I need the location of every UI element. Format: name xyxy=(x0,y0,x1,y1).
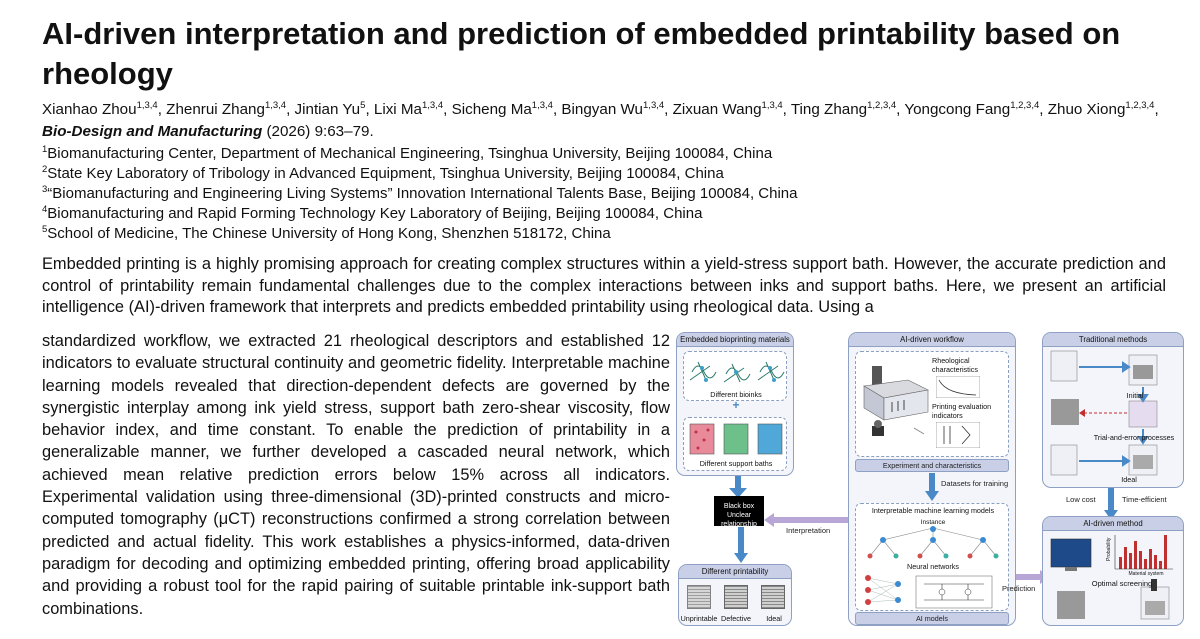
probability-axis-label: Probability xyxy=(1106,537,1112,561)
author-name: Yongcong Fang xyxy=(904,101,1011,118)
low-cost-label: Low cost xyxy=(1066,495,1096,504)
traditional-ideal-label: Ideal xyxy=(1121,475,1137,484)
traditional-flow-illustration xyxy=(1050,350,1158,476)
bioinks-illustration xyxy=(689,361,785,383)
baths-box: Different support baths xyxy=(683,417,787,471)
printability-panel: Different printability Unprintable Defec… xyxy=(678,564,792,626)
experiment-label: Experiment and characteristics xyxy=(855,459,1009,472)
down-arrow-1-icon xyxy=(729,476,747,498)
bioinks-box: Different bioinks xyxy=(683,351,787,401)
unprintable-sample xyxy=(687,585,711,609)
down-arrow-2-icon xyxy=(734,527,748,563)
affiliation-3: 3“Biomanufacturing and Engineering Livin… xyxy=(42,184,798,202)
black-box: Black box Unclear relationship xyxy=(714,496,764,528)
neural-network-illustration xyxy=(865,575,993,609)
materials-panel: Embedded bioprinting materials Different… xyxy=(676,332,794,476)
ai-models-label: AI models xyxy=(855,612,1009,625)
support-baths-illustration xyxy=(689,423,783,455)
black-box-label: Black box Unclear relationship xyxy=(721,503,757,528)
author-name: Bingyan Wu xyxy=(561,101,644,118)
affiliation-5: 5School of Medicine, The Chinese Univers… xyxy=(42,224,611,242)
instance-label: Instance xyxy=(920,519,946,526)
author-list: Xianhao Zhou1,3,4, Zhenrui Zhang1,3,4, J… xyxy=(42,100,1159,118)
prediction-arrow-icon xyxy=(1016,570,1050,584)
affiliation-4: 4Biomanufacturing and Rapid Forming Tech… xyxy=(42,204,703,222)
ai-method-illustration xyxy=(1050,535,1173,620)
author-name: Jintian Yu xyxy=(294,101,361,118)
initial-label: Initial xyxy=(1126,391,1144,400)
author-name: Lixi Ma xyxy=(373,101,422,118)
baths-label: Different support baths xyxy=(699,459,773,468)
materials-panel-title: Embedded bioprinting materials xyxy=(677,333,793,347)
traditional-panel: Traditional methods Initial Trial-and-er… xyxy=(1042,332,1184,488)
author-name: Ting Zhang xyxy=(790,101,868,118)
ai-method-panel: AI-driven method Probability Material sy… xyxy=(1042,516,1184,626)
author-affiliation: 1,3,4 xyxy=(264,100,287,111)
printability-title: Different printability xyxy=(679,565,791,579)
prediction-label: Prediction xyxy=(1002,584,1036,593)
datasets-label: Datasets for training xyxy=(941,479,1009,488)
ideal-label: Ideal xyxy=(766,614,782,623)
experiment-box: Rheological characteristics Printing eva… xyxy=(855,351,1009,457)
time-efficient-label: Time-efficient xyxy=(1122,495,1167,504)
down-arrow-3-icon xyxy=(925,473,939,501)
rheological-label: Rheological characteristics xyxy=(932,356,978,374)
author-affiliation: 1,3,4 xyxy=(531,100,553,111)
nn-title: Neural networks xyxy=(907,562,959,571)
abstract-part-2: standardized workflow, we extracted 21 r… xyxy=(42,332,670,618)
author-name: Zhenrui Zhang xyxy=(166,101,265,118)
decision-trees-illustration xyxy=(867,526,999,559)
trial-label: Trial-and-error processes xyxy=(1093,433,1175,442)
defective-sample xyxy=(724,585,748,609)
ai-method-title: AI-driven method xyxy=(1043,517,1183,531)
paper-title: AI-driven interpretation and prediction … xyxy=(42,16,1121,91)
interpretation-arrow-icon xyxy=(764,513,848,527)
ideal-sample xyxy=(761,585,785,609)
plus-sign: + xyxy=(732,398,740,412)
material-system-label: Material system xyxy=(1128,571,1164,577)
traditional-title: Traditional methods xyxy=(1043,333,1183,347)
interpretation-label: Interpretation xyxy=(786,526,831,535)
printer-illustration xyxy=(863,366,929,436)
journal-name: Bio-Design and Manufacturing xyxy=(42,123,263,140)
graphical-abstract: Embedded bioprinting materials Different… xyxy=(676,330,1190,630)
affiliation-1: 1Biomanufacturing Center, Department of … xyxy=(42,144,773,162)
workflow-panel: AI-driven workflow Rheological character… xyxy=(848,332,1016,626)
author-affiliation: 1,3,4 xyxy=(643,100,665,111)
defective-label: Defective xyxy=(721,614,751,623)
evaluation-label: Printing evaluation indicators xyxy=(932,402,992,420)
author-affiliation: 1,3,4 xyxy=(761,100,783,111)
author-affiliation: 1,3,4 xyxy=(422,100,444,111)
abstract-part-1: Embedded printing is a highly promising … xyxy=(42,255,1166,316)
bioinks-label: Different bioinks xyxy=(710,390,762,399)
author-name: Zhuo Xiong xyxy=(1047,101,1126,118)
down-arrow-4-icon xyxy=(1104,488,1118,520)
unprintable-label: Unprintable xyxy=(680,614,718,623)
rheology-curve-icon xyxy=(936,376,980,398)
author-name: Zixuan Wang xyxy=(672,101,762,118)
evaluation-icon xyxy=(936,422,980,448)
affiliation-2: 2State Key Laboratory of Tribology in Ad… xyxy=(42,164,724,182)
author-affiliation: 5 xyxy=(360,100,366,111)
iml-title: Interpretable machine learning models xyxy=(871,506,995,515)
citation: Bio-Design and Manufacturing (2026) 9:63… xyxy=(42,122,374,142)
author-affiliation: 1,3,4 xyxy=(136,100,158,111)
author-affiliation: 1,2,3,4 xyxy=(1010,100,1040,111)
author-name: Xianhao Zhou xyxy=(42,101,137,118)
workflow-title: AI-driven workflow xyxy=(849,333,1015,347)
author-name: Sicheng Ma xyxy=(451,101,532,118)
citation-volume: (2026) 9:63–79. xyxy=(266,123,374,140)
optimal-screening-label: Optimal screening xyxy=(1091,579,1153,588)
ai-models-box: Interpretable machine learning models In… xyxy=(855,503,1009,611)
author-affiliation: 1,2,3,4 xyxy=(867,100,897,111)
author-affiliation: 1,2,3,4 xyxy=(1125,100,1155,111)
